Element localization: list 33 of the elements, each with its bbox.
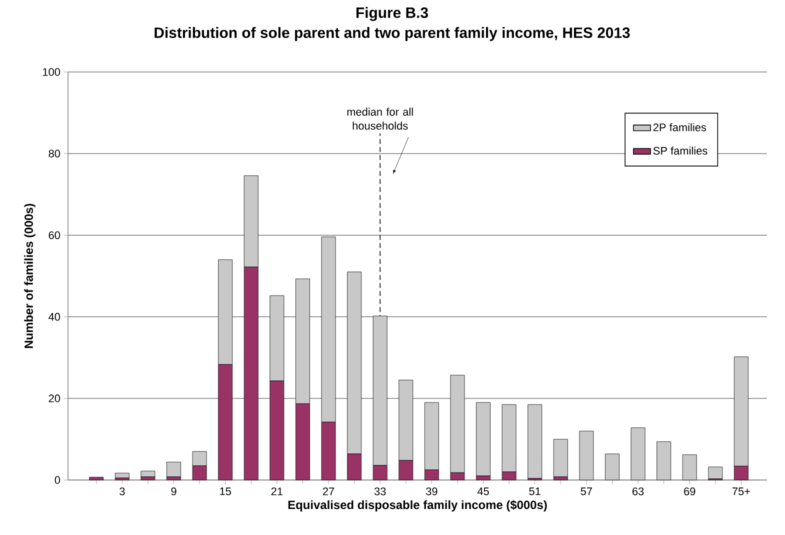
bar	[140, 470, 156, 477]
y-tick-label: 60	[48, 231, 60, 240]
x-tick-label: 9	[171, 488, 176, 496]
legend-label: SP families	[653, 146, 708, 155]
x-tick-label: 27	[322, 488, 334, 496]
x-tick-label: 75+	[732, 488, 750, 496]
y-tick-label: 80	[48, 150, 60, 158]
bar	[114, 472, 130, 478]
y-tick-label: 0	[54, 476, 60, 484]
x-tick-label: 57	[580, 488, 592, 496]
bar	[476, 402, 490, 476]
bar	[166, 462, 181, 477]
y-axis-title: Number of families (000s)	[24, 204, 36, 348]
legend-label: 2P families	[653, 123, 706, 132]
y-tick-label: 20	[48, 394, 60, 402]
x-tick-label: 51	[529, 488, 540, 496]
x-axis-title: Equivalised disposable family income ($000s)	[288, 500, 547, 512]
ref-line-label: median for all households	[347, 108, 413, 130]
bar	[708, 466, 723, 479]
x-tick-label: 69	[684, 488, 696, 496]
y-tick-label: 40	[48, 312, 60, 321]
x-tick-label: 63	[632, 488, 644, 496]
x-tick-label: 33	[374, 488, 386, 496]
x-tick-label: 15	[220, 488, 231, 496]
y-tick-label: 100	[43, 68, 60, 76]
bar	[553, 439, 568, 477]
x-tick-label: 3	[120, 488, 125, 496]
x-tick-label: 39	[426, 488, 438, 496]
chart-subtitle: Distribution of sole parent and two parent family income, HES 2013	[154, 27, 630, 41]
x-tick-label: 21	[271, 488, 282, 496]
bar	[528, 404, 542, 479]
x-tick-label: 45	[477, 488, 489, 496]
chart-title: Figure B.3	[356, 6, 428, 21]
